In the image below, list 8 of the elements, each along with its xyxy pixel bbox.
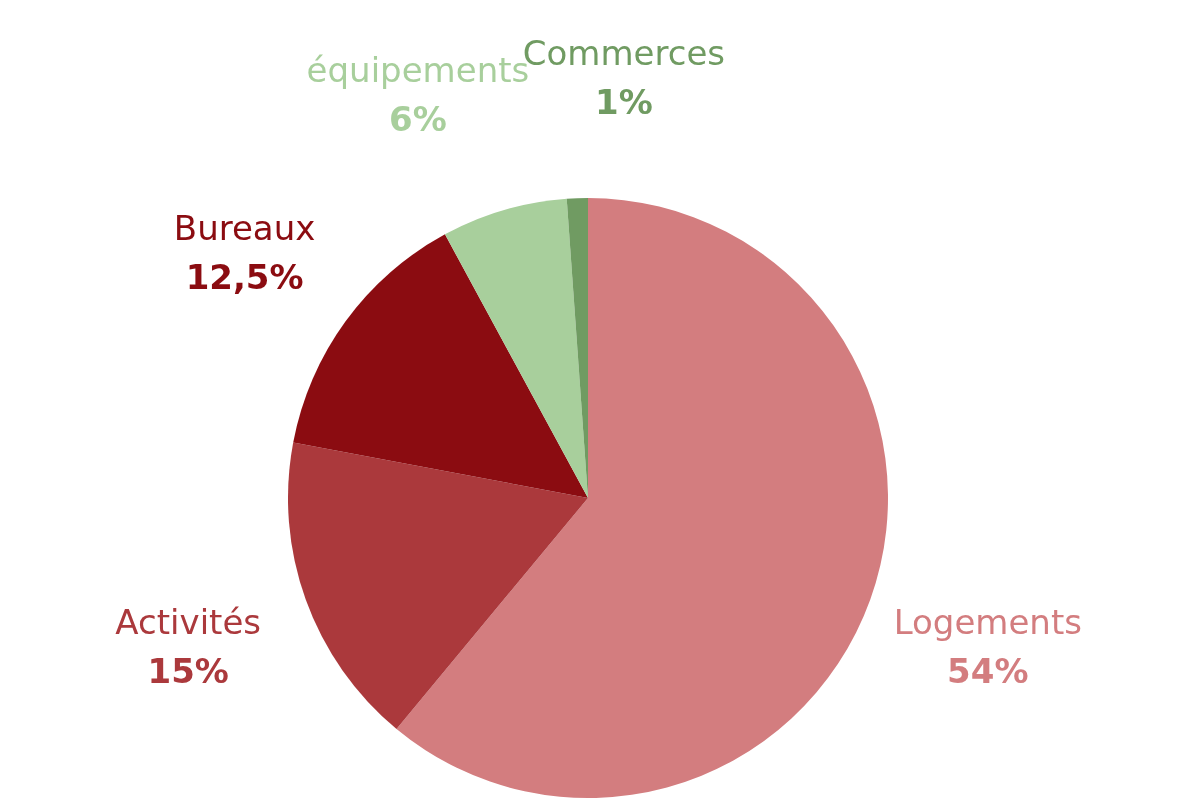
- data-label: 15%: [147, 651, 229, 692]
- data-label: 6%: [389, 99, 447, 140]
- data-label: 54%: [947, 651, 1029, 692]
- data-label: 1%: [595, 82, 653, 123]
- slice-label: Logements: [893, 602, 1082, 643]
- slice-label: Activités: [115, 602, 262, 643]
- slice-label: Bureaux: [173, 207, 316, 248]
- data-label: 12,5%: [185, 256, 304, 297]
